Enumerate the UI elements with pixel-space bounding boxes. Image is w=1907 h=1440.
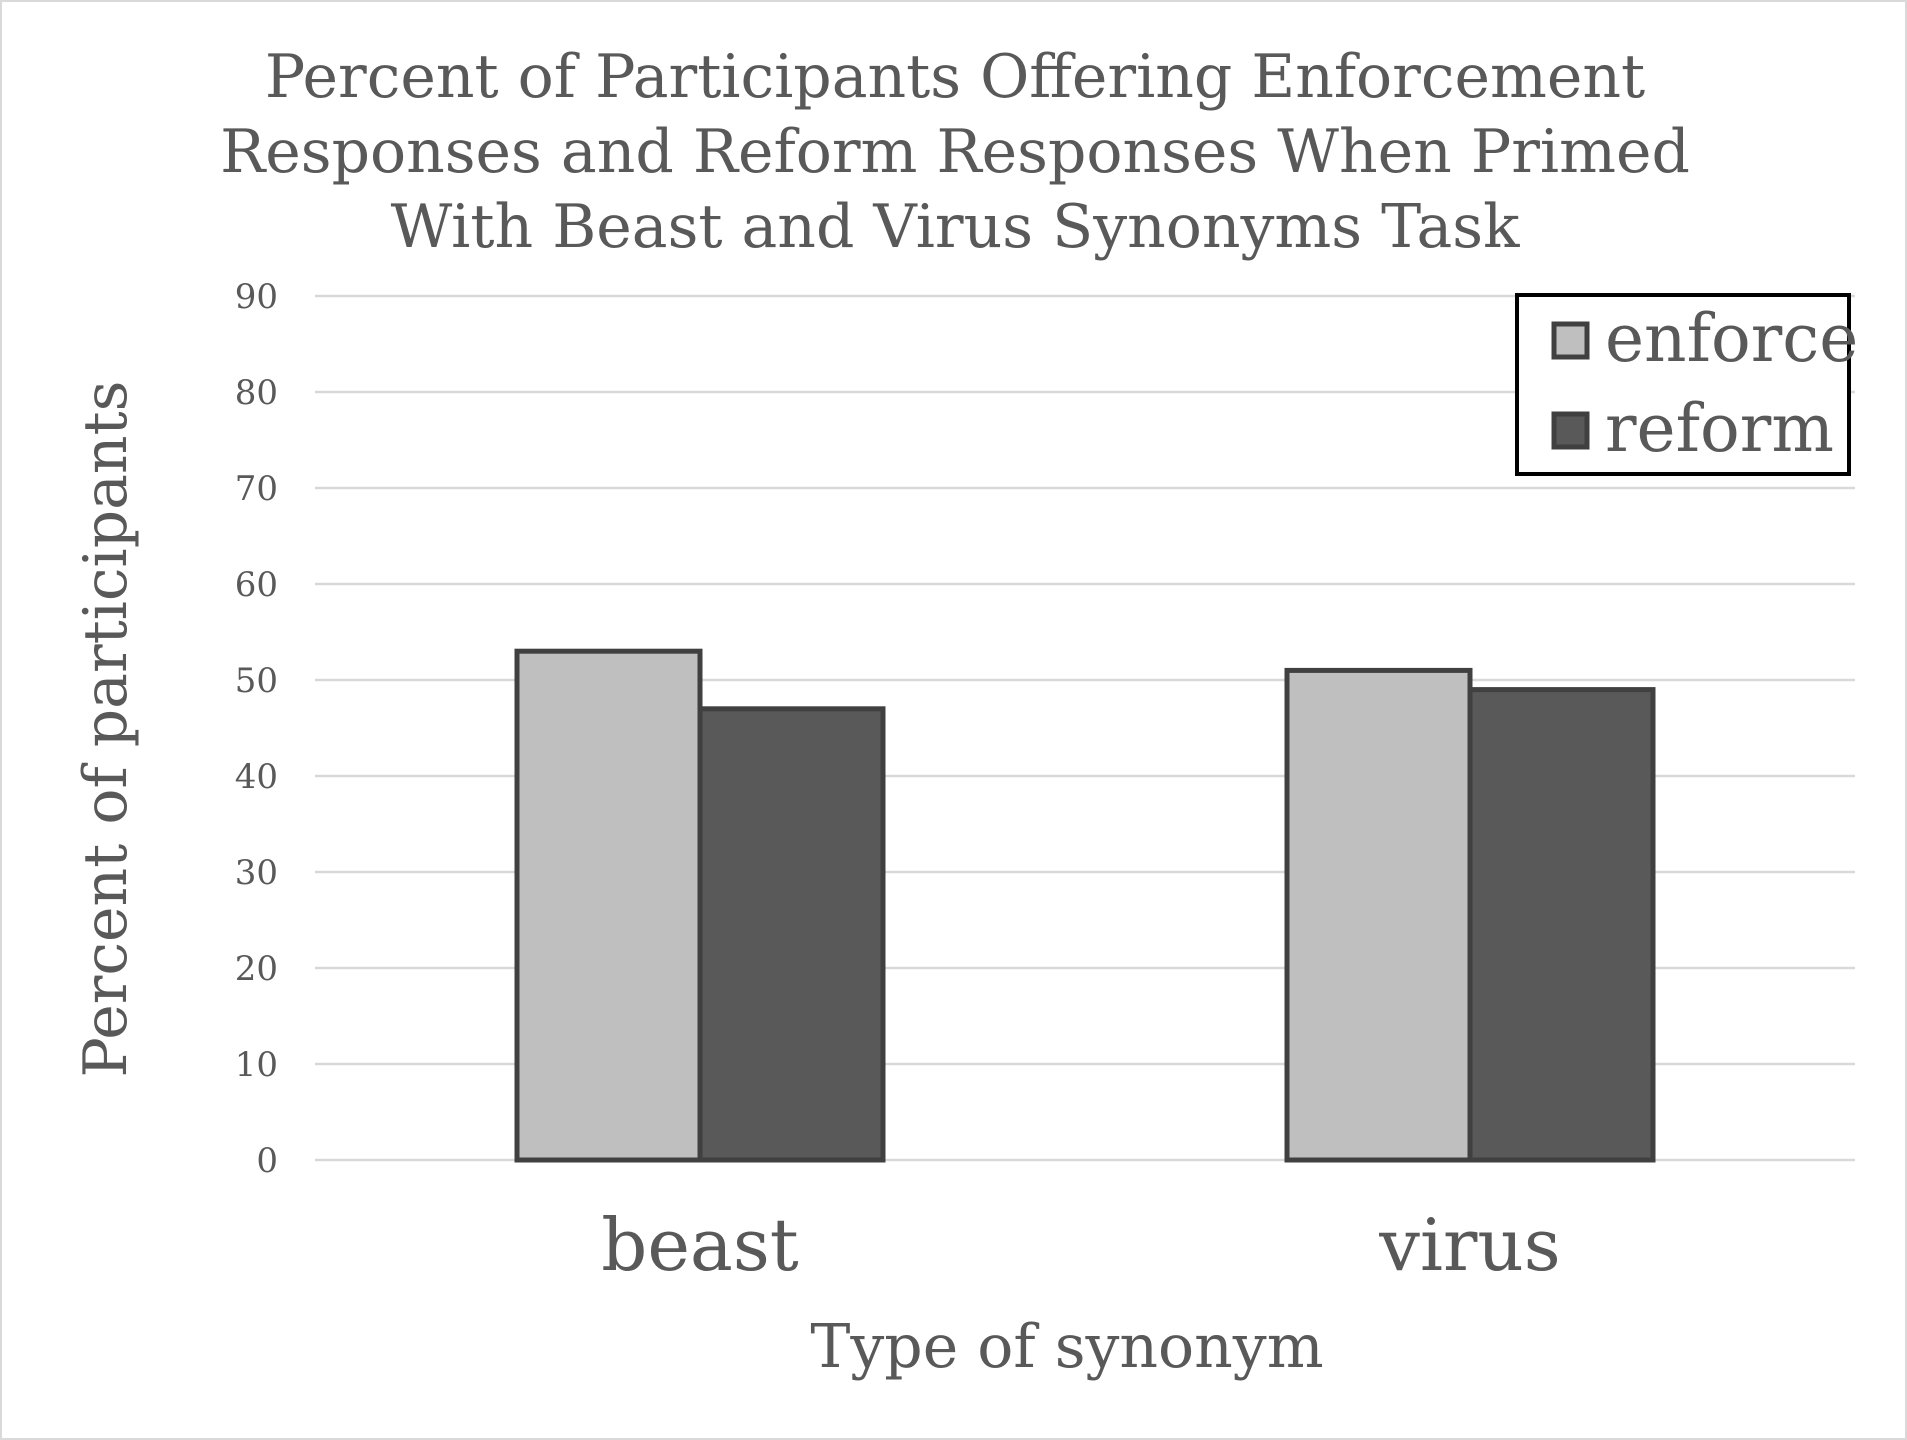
- bar-beast-reform: [697, 706, 886, 1163]
- legend: enforce reform: [1515, 293, 1858, 476]
- legend-label-enforce: enforce: [1605, 300, 1858, 377]
- x-axis-title: Type of synonym: [810, 1312, 1323, 1382]
- y-tick-label: 40: [235, 757, 278, 797]
- bar-virus-enforce: [1284, 667, 1473, 1163]
- chart-title: Percent of Participants Offering Enforce…: [220, 42, 1690, 262]
- bars: [514, 648, 1656, 1163]
- y-tick-label: 90: [235, 277, 278, 317]
- y-tick-label: 70: [235, 469, 278, 509]
- y-axis-title: Percent of participants: [71, 381, 141, 1078]
- chart-title-line-1: Percent of Participants Offering Enforce…: [265, 42, 1645, 112]
- y-tick-label: 30: [235, 853, 278, 893]
- x-category-label-beast: beast: [601, 1203, 799, 1287]
- y-tick-label: 20: [235, 949, 278, 989]
- legend-swatch-reform: [1551, 411, 1590, 450]
- chart-title-line-2: Responses and Reform Responses When Prim…: [220, 117, 1690, 187]
- y-tick-label: 60: [235, 565, 278, 605]
- chart-title-line-3: With Beast and Virus Synonyms Task: [391, 192, 1521, 262]
- bar-beast-enforce: [514, 648, 703, 1163]
- legend-label-reform: reform: [1605, 390, 1834, 467]
- legend-swatch-enforce: [1551, 321, 1590, 360]
- x-category-label-virus: virus: [1378, 1203, 1560, 1287]
- x-axis-categories: beast virus: [601, 1203, 1560, 1287]
- y-axis-ticks: 0 10 20 30 40 50 60 70 80 90: [235, 277, 278, 1181]
- y-tick-label: 50: [235, 661, 278, 701]
- y-tick-label: 0: [256, 1141, 278, 1181]
- y-tick-label: 80: [235, 373, 278, 413]
- bar-virus-reform: [1467, 687, 1656, 1163]
- y-tick-label: 10: [235, 1045, 278, 1085]
